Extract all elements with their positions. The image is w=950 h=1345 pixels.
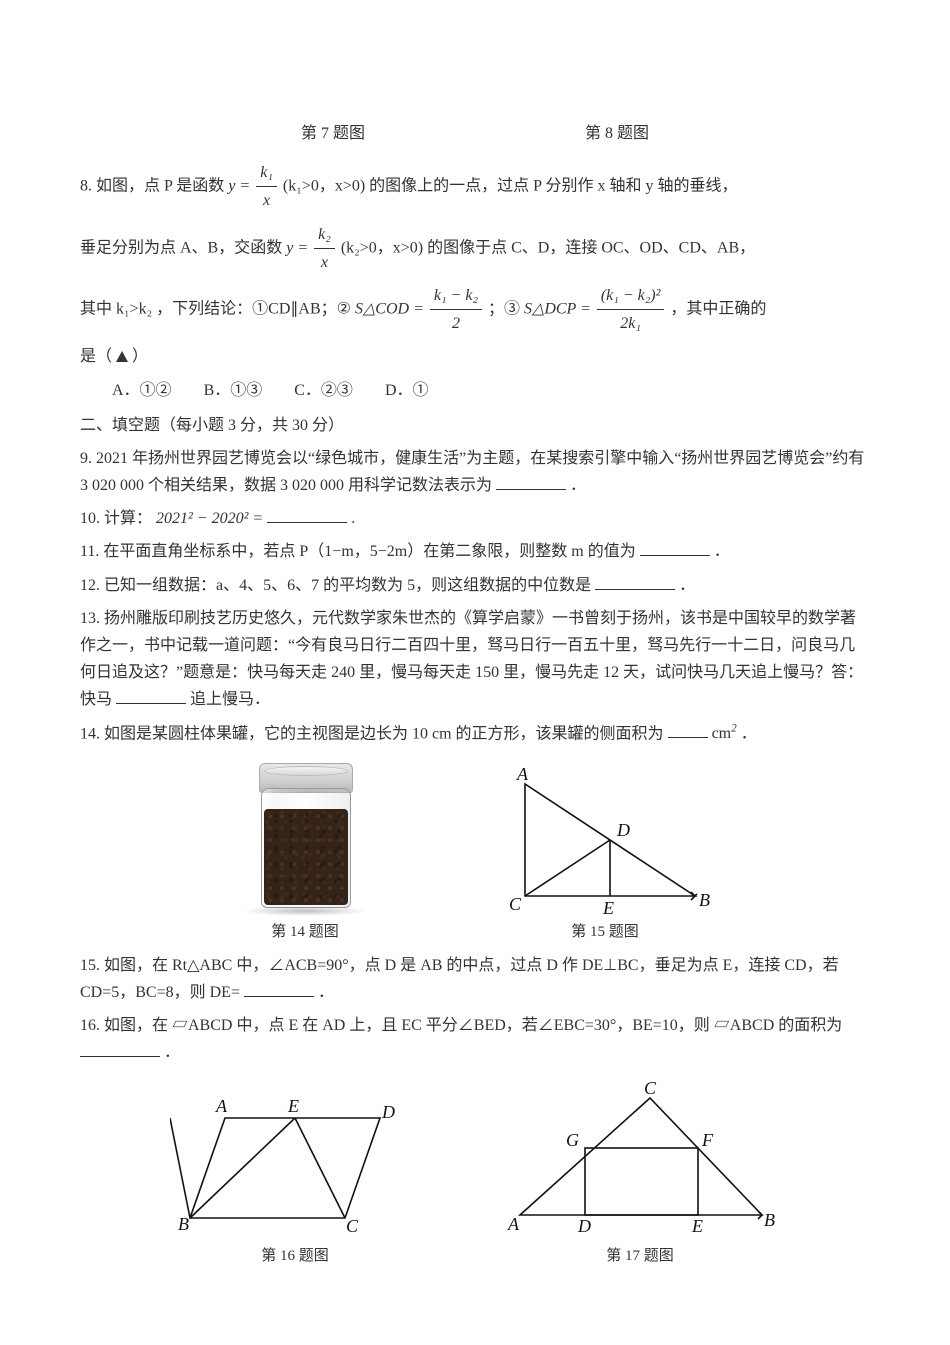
q15-text: 15. 如图，在 Rt△ABC 中，∠ACB=90°，点 D 是 AB 的中点，… — [80, 957, 839, 1001]
q8-cond1: (k₁>0，x>0) 的图像上的一点，过点 P 分别作 x 轴和 y 轴的垂线， — [283, 178, 738, 195]
q9-text: 9. 2021 年扬州世界园艺博览会以“绿色城市，健康生活”为主题，在某搜索引擎… — [80, 450, 864, 494]
q16-blank — [80, 1040, 160, 1057]
q12-text: 12. 已知一组数据：a、4、5、6、7 的平均数为 5，则这组数据的中位数是 — [80, 577, 591, 594]
q16-end: ． — [164, 1044, 180, 1061]
fig15-label-A: A — [516, 766, 529, 784]
q16: 16. 如图，在 ▱ABCD 中，点 E 在 AD 上，且 EC 平分∠BED，… — [80, 1012, 870, 1066]
q8-choice-c: C．②③ — [294, 377, 353, 404]
q11-end: ． — [714, 543, 730, 560]
q8-frac1-num: k₁ — [256, 159, 277, 187]
q8-line1: 8. 如图，点 P 是函数 y = k₁x (k₁>0，x>0) 的图像上的一点… — [80, 159, 870, 214]
top-figure-captions: 第 7 题图 第 8 题图 — [80, 120, 870, 147]
q15-blank — [244, 980, 314, 997]
q8-frac2-num: k₂ — [314, 221, 335, 249]
caption-q15: 第 15 题图 — [495, 920, 715, 946]
fig15-label-E: E — [602, 898, 614, 916]
caption-q17: 第 17 题图 — [500, 1244, 780, 1270]
fig16-label-E: E — [287, 1096, 299, 1116]
q13: 13. 扬州雕版印刷技艺历史悠久，元代数学家朱世杰的《算学启蒙》一书曾刻于扬州，… — [80, 605, 870, 714]
q10: 10. 计算： 2021² − 2020² = . — [80, 505, 870, 532]
figure-16: A E D B C 第 16 题图 — [170, 1090, 420, 1270]
jar-icon — [235, 761, 375, 916]
fig16-label-A: A — [215, 1096, 228, 1116]
q8-frac2-den: x — [314, 249, 335, 276]
q8-line3end: ，其中正确的 — [670, 300, 766, 317]
q15: 15. 如图，在 Rt△ABC 中，∠ACB=90°，点 D 是 AB 的中点，… — [80, 952, 870, 1006]
q11-blank — [640, 539, 710, 556]
fig16-label-B: B — [178, 1214, 189, 1234]
q8-choices: A．①② B．①③ C．②③ D．① — [112, 377, 870, 404]
q8-prefix: 8. 如图，点 P 是函数 — [80, 178, 228, 195]
fig17-label-G: G — [566, 1130, 579, 1150]
fig17-label-B: B — [764, 1210, 775, 1230]
fig16-svg: A E D B C — [170, 1090, 420, 1240]
fig16-label-D: D — [381, 1102, 395, 1122]
q8-choice-a: A．①② — [112, 377, 172, 404]
q11: 11. 在平面直角坐标系中，若点 P（1−m，5−2m）在第二象限，则整数 m … — [80, 538, 870, 565]
figure-row-14-15: 第 14 题图 A B C D E 第 15 题图 — [80, 761, 870, 946]
q8-frac1-den: x — [256, 187, 277, 214]
exam-page: 第 7 题图 第 8 题图 8. 如图，点 P 是函数 y = k₁x (k₁>… — [0, 0, 950, 1345]
q8-line4: 是（ ） — [80, 343, 870, 370]
caption-q16: 第 16 题图 — [170, 1244, 420, 1270]
section2-title: 二、填空题（每小题 3 分，共 30 分） — [80, 412, 870, 439]
figure-17: C G F A D E B 第 17 题图 — [500, 1080, 780, 1270]
caption-q7: 第 7 题图 — [301, 120, 365, 147]
fig15-label-C: C — [509, 894, 522, 914]
fig17-label-C: C — [644, 1080, 657, 1098]
q10-blank — [267, 506, 347, 523]
q8-frac4-num: (k₁ − k₂)² — [597, 282, 665, 310]
q14-unit: cm2 — [712, 725, 737, 742]
fig17-svg: C G F A D E B — [500, 1080, 780, 1240]
q13-end: 追上慢马． — [190, 691, 270, 708]
caption-q8-top: 第 8 题图 — [585, 120, 649, 147]
q8-s1sym: S△COD = — [355, 300, 428, 317]
q8-line2: 垂足分别为点 A、B，交函数 y = k₂x (k₂>0，x>0) 的图像于点 … — [80, 221, 870, 276]
fig17-label-F: F — [701, 1130, 714, 1150]
fig15-svg: A B C D E — [495, 766, 715, 916]
answer-marker-icon — [116, 351, 128, 362]
q14-text: 14. 如图是某圆柱体果罐，它的主视图是边长为 10 cm 的正方形，该果罐的侧… — [80, 725, 664, 742]
figure-15: A B C D E 第 15 题图 — [495, 766, 715, 946]
q9: 9. 2021 年扬州世界园艺博览会以“绿色城市，健康生活”为主题，在某搜索引擎… — [80, 445, 870, 499]
q8-choice-b: B．①③ — [204, 377, 263, 404]
q8-cond2: (k₂>0，x>0) 的图像于点 C、D，连接 OC、OD、CD、AB， — [341, 239, 755, 256]
q16-text: 16. 如图，在 ▱ABCD 中，点 E 在 AD 上，且 EC 平分∠BED，… — [80, 1017, 842, 1034]
q8-line2a: 垂足分别为点 A、B，交函数 — [80, 239, 286, 256]
q8-line3a: 其中 k₁>k₂ ，下列结论：①CD∥AB；② — [80, 300, 355, 317]
q8-s2sym: S△DCP = — [524, 300, 595, 317]
q8-sep: ；③ — [488, 300, 524, 317]
q8-frac3-num: k₁ − k₂ — [430, 282, 482, 310]
q8-choice-d: D．① — [385, 377, 429, 404]
q9-end: ． — [570, 477, 586, 494]
q12-end: ． — [679, 577, 695, 594]
q8-line3: 其中 k₁>k₂ ，下列结论：①CD∥AB；② S△COD = k₁ − k₂2… — [80, 282, 870, 337]
q14-end: ． — [741, 725, 757, 742]
fig17-label-D: D — [577, 1216, 591, 1236]
q10-end: . — [351, 510, 355, 527]
q14: 14. 如图是某圆柱体果罐，它的主视图是边长为 10 cm 的正方形，该果罐的侧… — [80, 720, 870, 748]
q10-expr: 2021² − 2020² = — [156, 510, 263, 527]
q11-text: 11. 在平面直角坐标系中，若点 P（1−m，5−2m）在第二象限，则整数 m … — [80, 543, 636, 560]
fig16-label-C: C — [346, 1216, 359, 1236]
fig17-label-A: A — [507, 1214, 520, 1234]
q9-blank — [496, 473, 566, 490]
figure-row-16-17: A E D B C 第 16 题图 C G F — [80, 1080, 870, 1270]
q13-blank — [116, 687, 186, 704]
q8-frac4-den: 2k₁ — [597, 310, 665, 337]
caption-q14: 第 14 题图 — [235, 920, 375, 946]
q15-end: ． — [318, 984, 334, 1001]
q8-frac3-den: 2 — [430, 310, 482, 337]
q10-label: 10. 计算： — [80, 510, 152, 527]
fig17-label-E: E — [691, 1216, 703, 1236]
q12: 12. 已知一组数据：a、4、5、6、7 的平均数为 5，则这组数据的中位数是 … — [80, 572, 870, 599]
fig15-label-D: D — [616, 820, 630, 840]
q12-blank — [595, 573, 675, 590]
fig15-label-B: B — [699, 890, 710, 910]
figure-14: 第 14 题图 — [235, 761, 375, 946]
q14-blank — [668, 721, 708, 738]
